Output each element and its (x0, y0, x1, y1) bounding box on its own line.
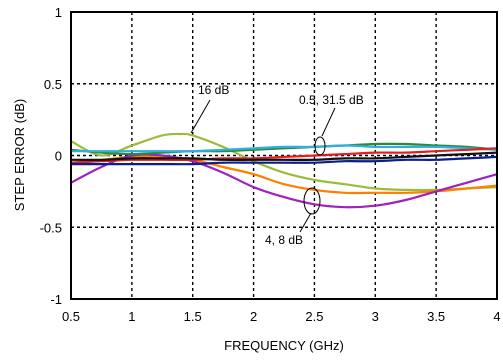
annotations: 16 dB 0.5, 31.5 dB 4, 8 dB (190, 83, 364, 247)
series-line-6 (69, 147, 499, 164)
tick-labels: 0.5 1 1.5 2 2.5 3 3.5 4 -1 -0.5 0 0.5 1 (40, 5, 501, 324)
x-tick-label: 3.5 (427, 309, 445, 324)
plot-frame (70, 11, 498, 300)
annotation-4-8db-label: 4, 8 dB (265, 233, 303, 247)
x-tick-label: 1 (128, 309, 135, 324)
annotation-16db: 16 dB (190, 83, 229, 134)
series-line-8 (69, 155, 499, 166)
annotation-0-5-31-5db-label: 0.5, 31.5 dB (299, 93, 364, 107)
x-tick-label: 0.5 (62, 309, 80, 324)
x-tick-label: 2 (250, 309, 257, 324)
series-line-5 (69, 144, 499, 153)
x-tick-label: 2.5 (305, 309, 323, 324)
y-tick-label: 0.5 (44, 77, 62, 92)
annotation-4-8db: 4, 8 dB (265, 187, 321, 247)
annotation-4-8db-ellipse (303, 187, 321, 215)
annotation-16db-leader (190, 99, 211, 134)
annotation-16db-label: 16 dB (198, 83, 229, 97)
annotation-0-5-31-5db-leader (321, 107, 336, 137)
x-tick-label: 3 (372, 309, 379, 324)
annotation-4-8db-leader (299, 212, 312, 233)
series-line-7 (69, 151, 499, 161)
series-line-4 (69, 142, 499, 156)
series-line-1 (69, 132, 499, 192)
x-tick-label: 1.5 (184, 309, 202, 324)
y-tick-label: -1 (50, 292, 62, 307)
annotation-0-5-31-5db: 0.5, 31.5 dB (299, 93, 364, 156)
y-axis-title: STEP ERROR (dB) (12, 99, 27, 211)
y-tick-label: 1 (55, 5, 62, 20)
y-tick-label: 0 (55, 149, 62, 164)
x-tick-label: 4 (493, 309, 500, 324)
x-axis-title: FREQUENCY (GHz) (224, 338, 344, 353)
annotation-0-5-31-5db-ellipse (314, 136, 326, 156)
series-line-2 (69, 155, 499, 195)
y-tick-label: -0.5 (40, 220, 62, 235)
series-lines (69, 132, 499, 209)
